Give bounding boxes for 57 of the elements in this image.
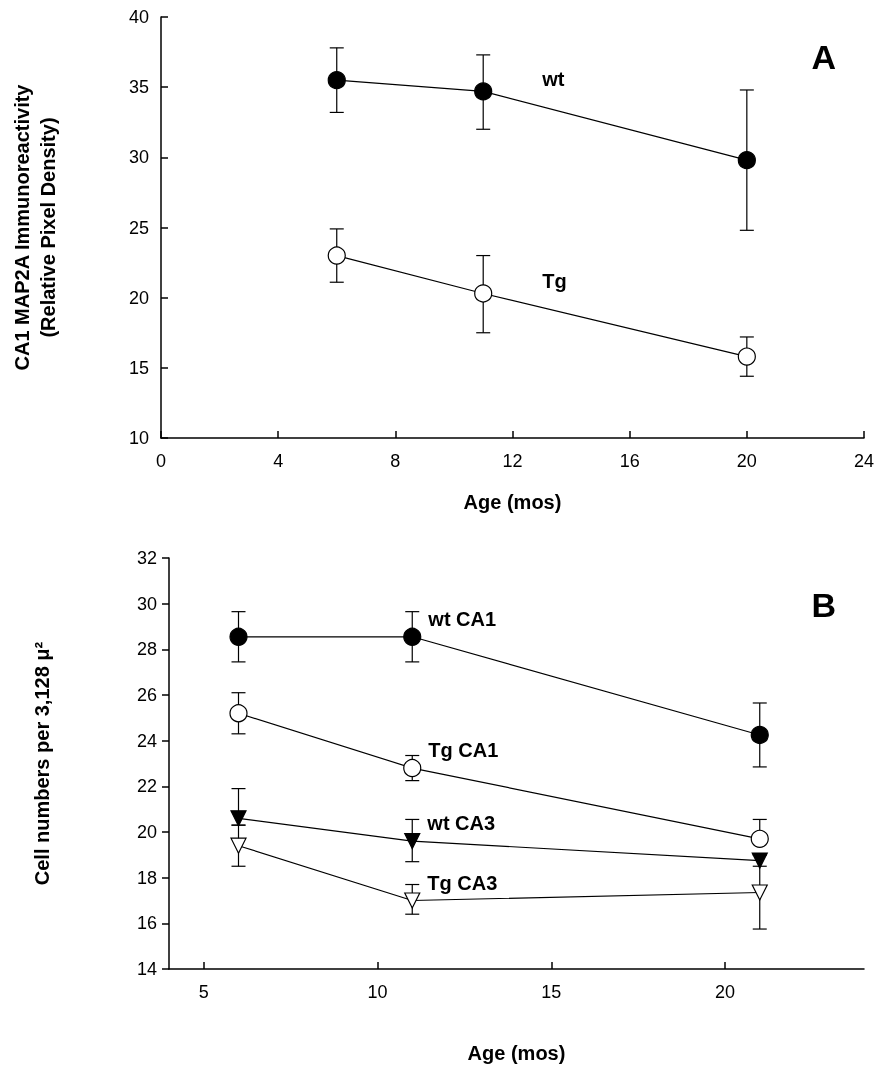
point (229, 627, 248, 646)
y-tick-label: 26 (136, 685, 157, 705)
point (474, 82, 493, 101)
point (403, 758, 422, 778)
x-tick-label: 5 (198, 982, 209, 1002)
x-axis-title: Age (mos) (467, 1042, 566, 1064)
y-tick-label: 10 (128, 428, 149, 448)
point (737, 347, 756, 366)
y-tick-label: 14 (136, 959, 157, 979)
annotation: A (811, 38, 837, 76)
y-axis-title: CA1 MAP2A Immunoreactivity (Relative Pixel Density) (11, 83, 59, 371)
x-tick-label: 24 (853, 451, 875, 471)
point (229, 704, 248, 723)
point (327, 71, 346, 90)
series-label: Tg CA3 (427, 871, 498, 894)
series-label: Tg (542, 270, 567, 293)
x-tick-label: 20 (736, 451, 757, 471)
y-tick-label: 15 (128, 357, 149, 378)
x-tick-label: 8 (390, 451, 401, 471)
point (750, 725, 769, 745)
y-tick-label: 18 (136, 867, 157, 888)
point (737, 151, 756, 170)
y-tick-label: 16 (136, 913, 157, 934)
x-tick-label: 12 (502, 451, 523, 471)
y-tick-label: 20 (128, 287, 149, 308)
x-tick-label: 10 (367, 982, 388, 1002)
y-tick-label: 30 (136, 593, 157, 614)
annotation: B (811, 586, 837, 624)
y-tick-label: 35 (128, 77, 149, 98)
x-tick-label: 16 (619, 451, 640, 471)
x-tick-label: 0 (155, 451, 167, 471)
point (404, 892, 421, 909)
point (474, 284, 493, 303)
x-tick-label: 15 (541, 982, 562, 1002)
series-label: Tg CA1 (428, 739, 499, 762)
x-tick-label: 20 (714, 982, 736, 1002)
point (230, 837, 247, 854)
point (230, 810, 247, 827)
series-label: wt (541, 68, 565, 91)
y-tick-label: 25 (128, 217, 149, 238)
y-tick-label: 32 (136, 548, 157, 568)
y-tick-label: 28 (136, 639, 157, 660)
y-tick-label: 40 (128, 7, 149, 27)
point (327, 246, 346, 265)
x-axis-title: Age (mos) (463, 491, 562, 513)
y-tick-label: 22 (136, 776, 157, 797)
y-tick-label: 30 (128, 147, 149, 168)
x-tick-label: 4 (273, 451, 284, 471)
series-label: wt CA1 (427, 607, 497, 630)
point (751, 884, 768, 901)
point (403, 627, 422, 646)
point (404, 833, 421, 850)
y-tick-label: 20 (136, 822, 157, 842)
point (750, 829, 769, 848)
series-label: wt CA3 (426, 812, 496, 835)
y-axis-title: Cell numbers per 3,128 μ² (31, 641, 53, 886)
y-tick-label: 24 (136, 730, 157, 751)
